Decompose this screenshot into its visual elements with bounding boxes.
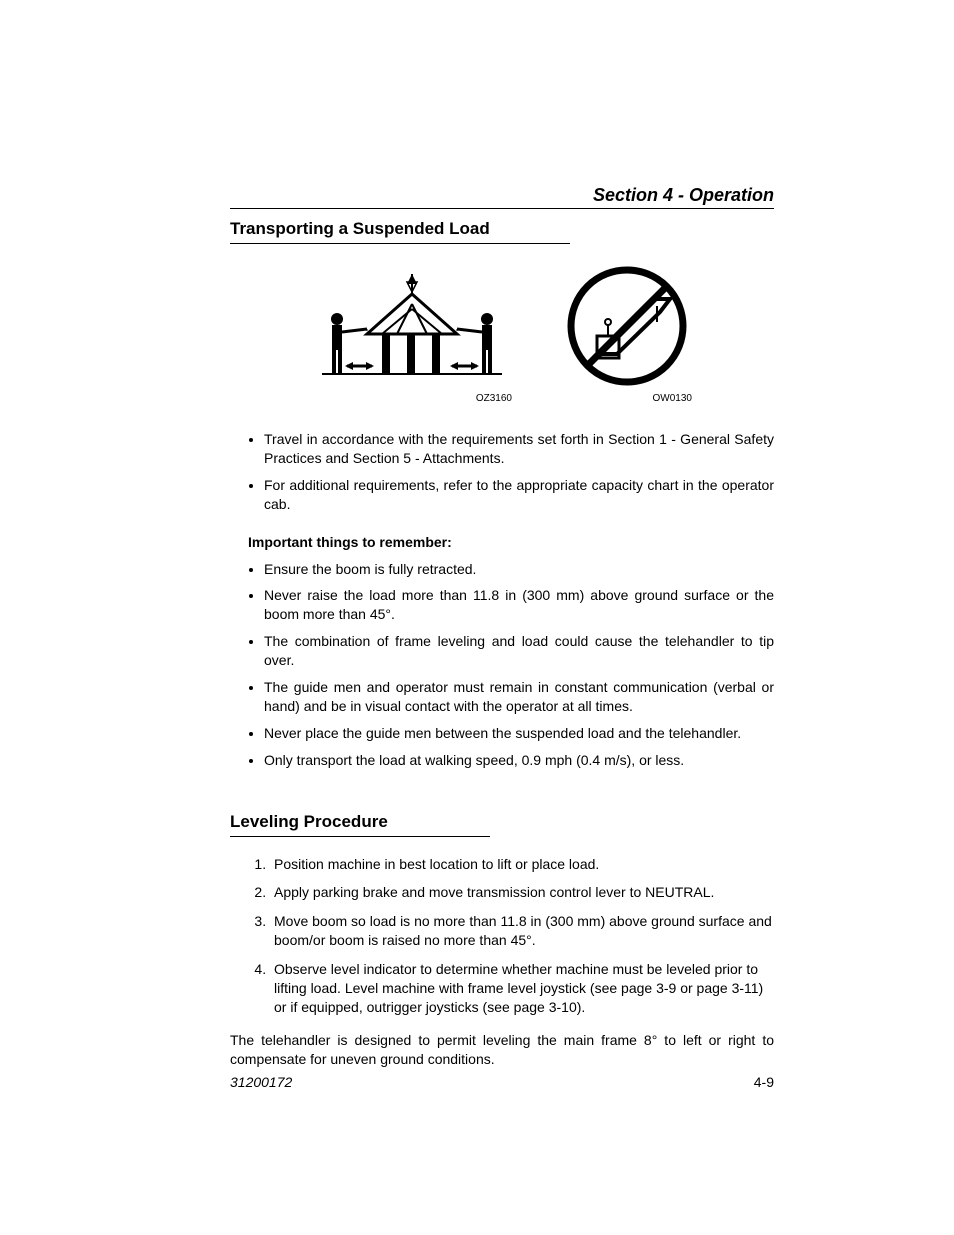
list-item: Observe level indicator to determine whe…	[270, 960, 774, 1017]
subheading-1: Transporting a Suspended Load	[230, 219, 774, 239]
figure-1-code: OZ3160	[476, 393, 512, 404]
list-item: Ensure the boom is fully retracted.	[264, 560, 774, 579]
remember-title: Important things to remember:	[248, 534, 774, 550]
list-item: Apply parking brake and move transmissio…	[270, 883, 774, 902]
section-header: Section 4 - Operation	[230, 185, 774, 209]
spacer	[230, 788, 774, 806]
steps-list: Position machine in best location to lif…	[230, 855, 774, 1017]
doc-number: 31200172	[230, 1074, 292, 1090]
figure-2: OW0130	[562, 264, 692, 404]
list-item: Never place the guide men between the su…	[264, 724, 774, 743]
page-footer: 31200172 4-9	[230, 1074, 774, 1090]
list-item: Travel in accordance with the requiremen…	[264, 430, 774, 468]
list-item: The guide men and operator must remain i…	[264, 678, 774, 716]
figure-2-code: OW0130	[653, 393, 692, 404]
bullet-list-a: Travel in accordance with the requiremen…	[230, 430, 774, 514]
subheading-1-rule	[230, 243, 570, 244]
bullet-list-b: Ensure the boom is fully retracted. Neve…	[230, 560, 774, 770]
list-item: Only transport the load at walking speed…	[264, 751, 774, 770]
page-number: 4-9	[754, 1074, 774, 1090]
list-item: For additional requirements, refer to th…	[264, 476, 774, 514]
page: Section 4 - Operation Transporting a Sus…	[0, 0, 954, 1235]
list-item: Never raise the load more than 11.8 in (…	[264, 586, 774, 624]
list-item: Move boom so load is no more than 11.8 i…	[270, 912, 774, 950]
no-raise-load-icon	[562, 264, 692, 389]
subheading-2-rule	[230, 836, 490, 837]
suspended-load-icon	[312, 274, 512, 389]
figure-1: OZ3160	[312, 274, 512, 404]
closing-paragraph: The telehandler is designed to permit le…	[230, 1031, 774, 1069]
list-item: The combination of frame leveling and lo…	[264, 632, 774, 670]
list-item: Position machine in best location to lif…	[270, 855, 774, 874]
figure-row: OZ3160 OW0130	[230, 264, 774, 404]
subheading-2: Leveling Procedure	[230, 812, 774, 832]
